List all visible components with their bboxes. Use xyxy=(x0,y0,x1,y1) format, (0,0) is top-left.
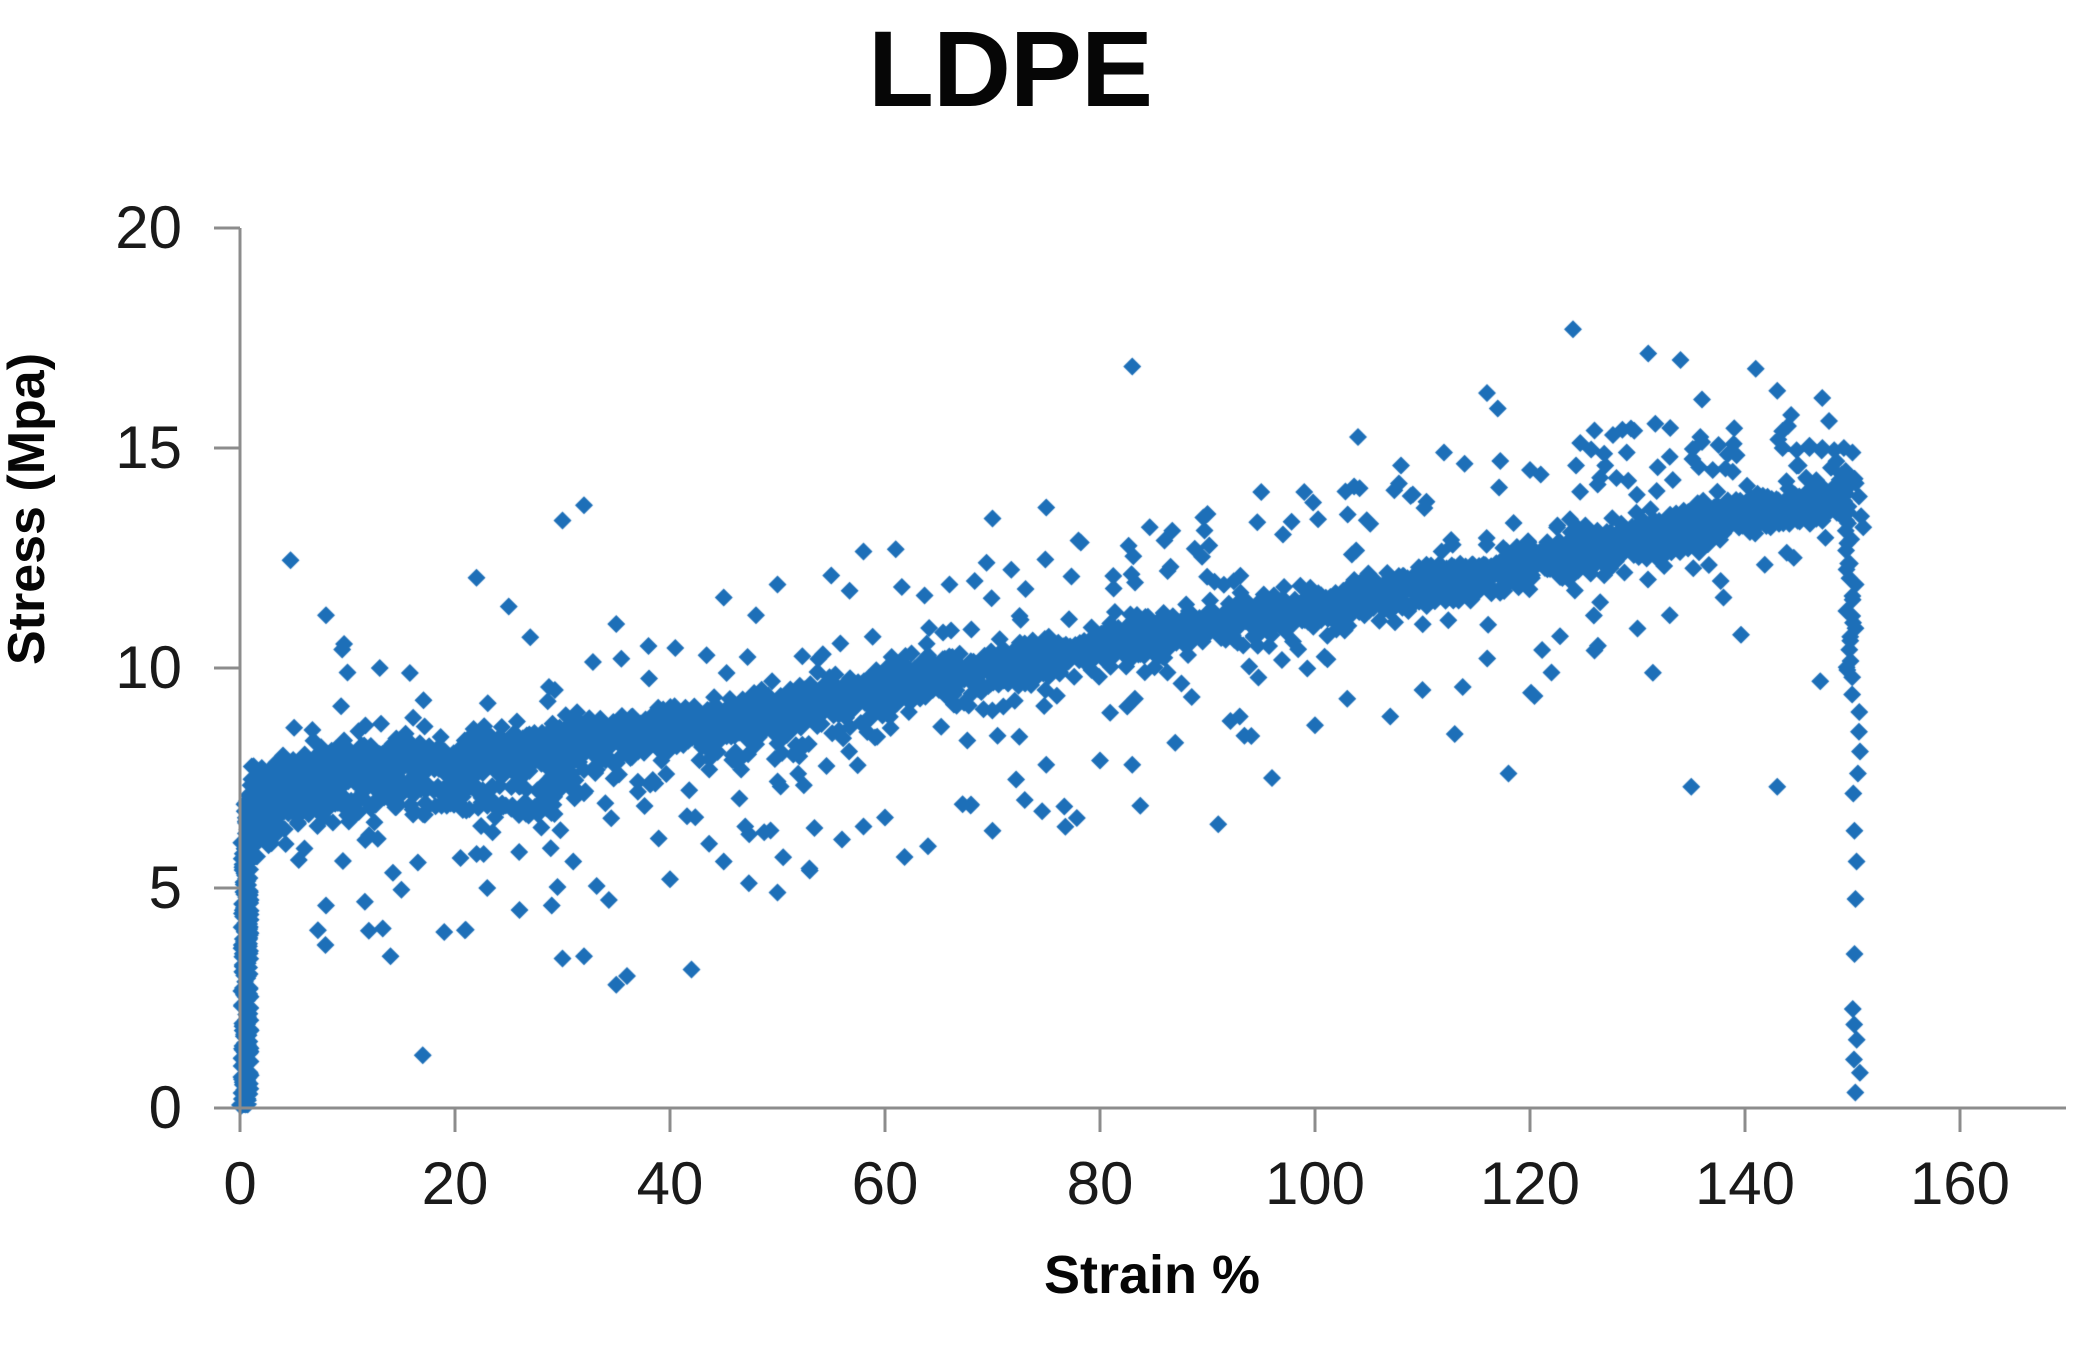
y-tick-label-15: 15 xyxy=(115,414,182,481)
y-axis-title: Stress (Mpa) xyxy=(0,352,56,666)
x-tick-label-100: 100 xyxy=(1264,1150,1366,1217)
x-tick-label-140: 140 xyxy=(1694,1150,1796,1217)
x-tick-label-60: 60 xyxy=(851,1150,919,1217)
chart-title: LDPE xyxy=(867,8,1153,129)
x-tick-label-160: 160 xyxy=(1909,1150,2011,1217)
x-tick-label-20: 20 xyxy=(421,1150,489,1217)
y-tick-label-10: 10 xyxy=(115,634,182,701)
x-tick-label-0: 0 xyxy=(223,1150,257,1217)
y-tick-label-20: 20 xyxy=(115,194,182,261)
y-tick-label-5: 5 xyxy=(148,854,182,921)
x-tick-label-40: 40 xyxy=(636,1150,704,1217)
y-tick-label-0: 0 xyxy=(148,1074,182,1141)
x-tick-label-120: 120 xyxy=(1479,1150,1581,1217)
x-tick-label-80: 80 xyxy=(1066,1150,1134,1217)
x-axis-title: Strain % xyxy=(1043,1245,1261,1305)
